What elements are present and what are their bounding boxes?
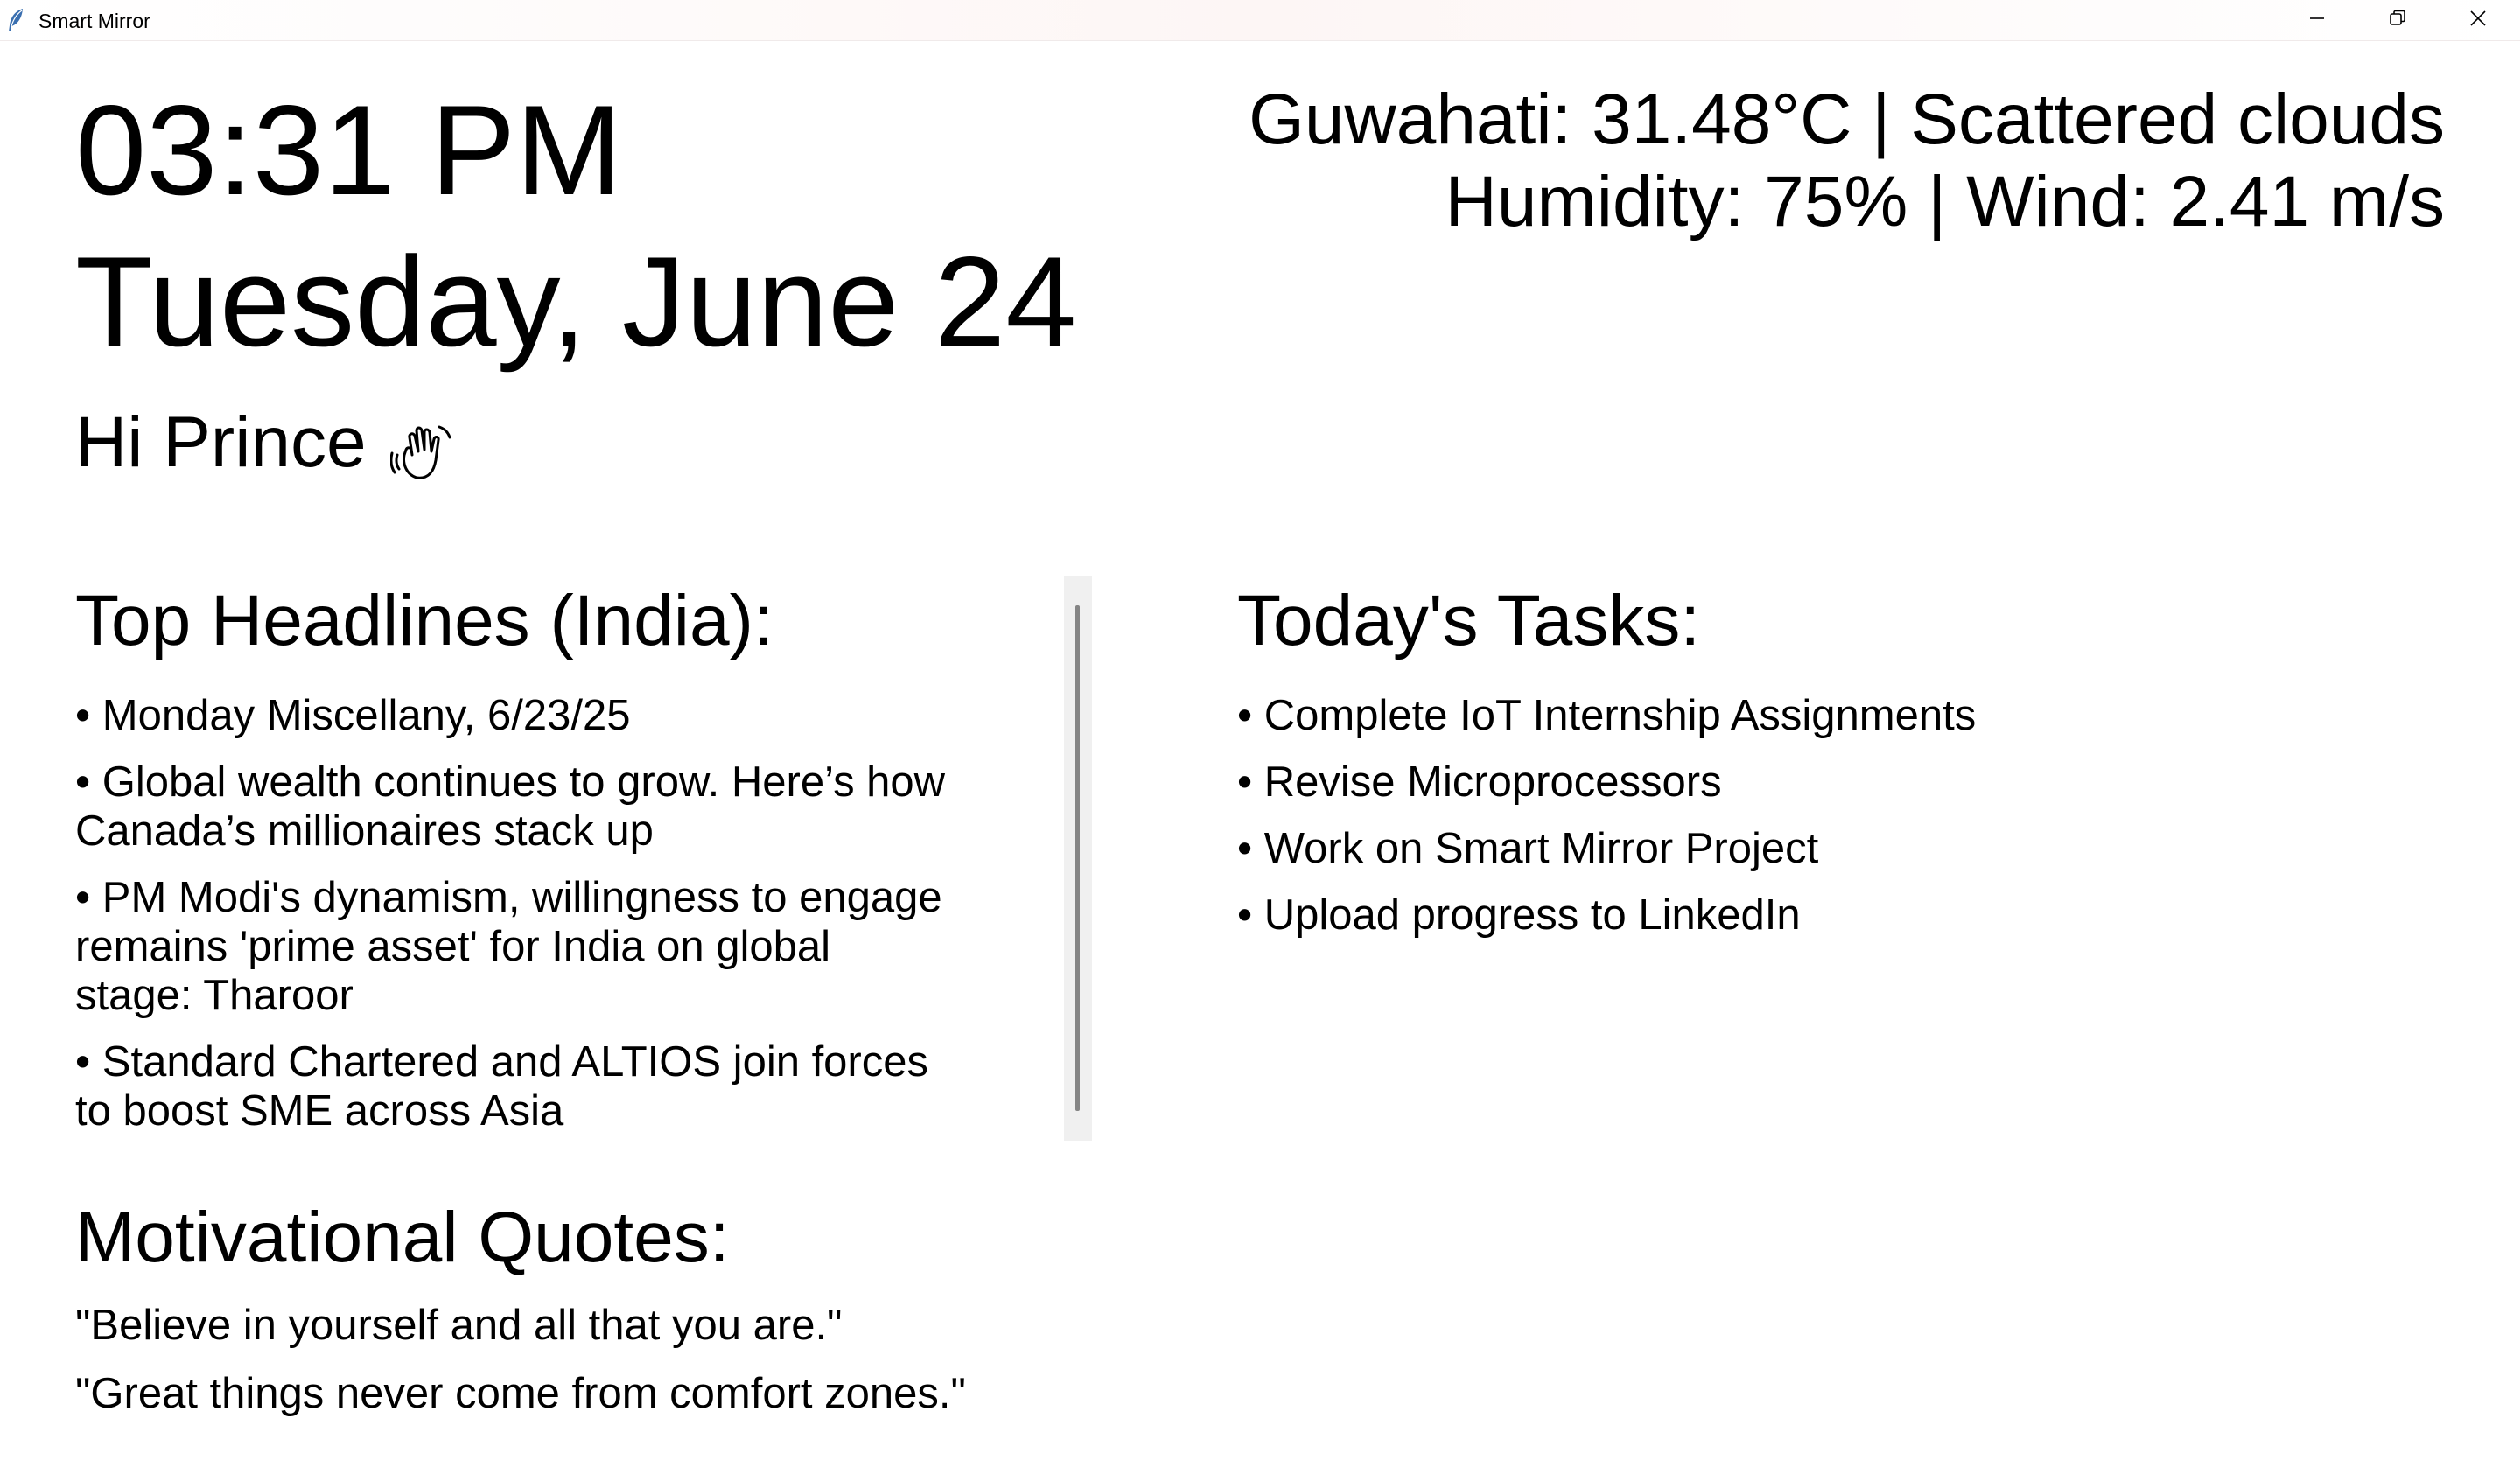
window-title: Smart Mirror (38, 10, 150, 32)
minimize-button[interactable] (2277, 0, 2357, 40)
news-item: • Global wealth continues to grow. Here’… (75, 758, 946, 855)
quotes-heading: Motivational Quotes: (75, 1198, 730, 1277)
tasks-list: • Complete IoT Internship Assignments • … (1237, 691, 1976, 957)
quote-item: "Great things never come from comfort zo… (75, 1370, 966, 1417)
waving-hand-icon (389, 420, 457, 486)
clock-date: Tuesday, June 24 (75, 230, 1077, 373)
news-item: • Monday Miscellany, 6/23/25 (75, 692, 631, 739)
minimize-icon (2308, 10, 2326, 31)
task-item: • Revise Microprocessors (1237, 758, 1722, 806)
news-scrollbar[interactable] (1064, 576, 1092, 1141)
restore-icon (2388, 9, 2407, 32)
weather-summary: Guwahati: 31.48°C | Scattered clouds (1249, 80, 2445, 159)
task-item: • Work on Smart Mirror Project (1237, 825, 1819, 872)
news-item: • PM Modi's dynamism, willingness to eng… (75, 874, 942, 1019)
tasks-heading: Today's Tasks: (1237, 581, 1701, 660)
quotes-list: "Believe in yourself and all that you ar… (75, 1301, 966, 1437)
close-icon (2468, 9, 2488, 32)
task-item: • Upload progress to LinkedIn (1237, 891, 1801, 939)
task-item: • Complete IoT Internship Assignments (1237, 692, 1977, 739)
weather-panel: Guwahati: 31.48°C | Scattered clouds Hum… (1249, 79, 2445, 243)
news-item: • Standard Chartered and ALTIOS join for… (75, 1038, 928, 1135)
clock-time: 03:31 PM (75, 79, 622, 221)
quote-item: "Believe in yourself and all that you ar… (75, 1302, 843, 1349)
restore-button[interactable] (2357, 0, 2438, 40)
news-heading: Top Headlines (India): (75, 581, 774, 660)
greeting-text: Hi Prince (75, 402, 367, 482)
close-button[interactable] (2438, 0, 2518, 40)
news-list[interactable]: • Monday Miscellany, 6/23/25 • Global we… (75, 691, 950, 1153)
weather-details: Humidity: 75% | Wind: 2.41 m/s (1445, 162, 2445, 241)
scrollbar-thumb[interactable] (1075, 605, 1080, 1111)
title-bar[interactable]: Smart Mirror (0, 0, 2520, 41)
feather-icon (7, 8, 26, 32)
